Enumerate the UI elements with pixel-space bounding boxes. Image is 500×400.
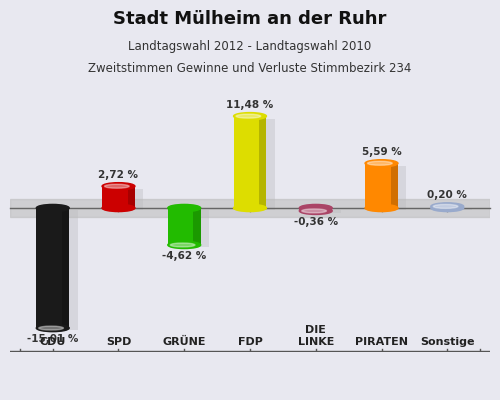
Bar [102,186,135,208]
Text: -0,36 %: -0,36 % [294,217,338,227]
Text: Zweitstimmen Gewinne und Verluste Stimmbezirk 234: Zweitstimmen Gewinne und Verluste Stimmb… [88,62,411,75]
Text: CDU: CDU [40,337,66,347]
Ellipse shape [39,326,64,330]
Bar [242,118,275,210]
Bar [10,199,490,217]
Ellipse shape [431,203,464,210]
Bar [194,208,200,245]
Text: SPD: SPD [106,337,131,347]
Text: Stadt Mülheim an der Ruhr: Stadt Mülheim an der Ruhr [114,10,386,28]
Bar [45,210,78,330]
Text: 5,59 %: 5,59 % [362,147,402,157]
Bar [431,206,464,208]
Text: 11,48 %: 11,48 % [226,100,274,110]
Ellipse shape [168,241,200,248]
Bar [300,208,332,211]
Text: PIRATEN: PIRATEN [355,337,408,347]
Text: Sonstige: Sonstige [420,337,474,347]
Text: Landtagswahl 2012 - Landtagswahl 2010: Landtagswahl 2012 - Landtagswahl 2010 [128,40,372,53]
Ellipse shape [36,324,69,332]
Text: GRÜNE: GRÜNE [162,337,206,347]
Ellipse shape [302,209,326,213]
Bar [234,116,266,208]
Bar [374,166,406,210]
Bar [365,163,398,208]
Bar [456,206,464,208]
Ellipse shape [170,243,195,247]
Ellipse shape [102,204,135,212]
Text: -4,62 %: -4,62 % [162,251,206,261]
Ellipse shape [365,160,398,167]
Ellipse shape [234,204,266,212]
Text: 2,72 %: 2,72 % [98,170,138,180]
Ellipse shape [236,114,260,118]
Ellipse shape [365,204,398,212]
Text: 0,20 %: 0,20 % [428,190,467,200]
Bar [110,189,144,210]
Text: -15,01 %: -15,01 % [27,334,78,344]
Bar [390,163,398,208]
Bar [168,208,200,245]
Text: DIE
LINKE: DIE LINKE [298,325,334,347]
Bar [62,208,69,328]
Text: FDP: FDP [238,337,262,347]
Bar [440,209,472,210]
Bar [308,210,340,213]
Ellipse shape [434,204,458,208]
Bar [176,210,209,247]
Ellipse shape [104,184,129,188]
Ellipse shape [368,161,392,165]
Bar [325,208,332,211]
Bar [259,116,266,208]
Ellipse shape [168,204,200,212]
Ellipse shape [431,204,464,212]
Ellipse shape [300,207,332,214]
Ellipse shape [36,204,69,212]
Bar [128,186,135,208]
Ellipse shape [300,204,332,212]
Ellipse shape [102,183,135,190]
Ellipse shape [234,112,266,120]
Bar [36,208,69,328]
